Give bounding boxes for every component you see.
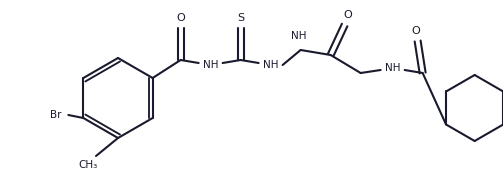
Text: NH: NH bbox=[291, 31, 306, 41]
Text: NH: NH bbox=[203, 60, 218, 70]
Text: O: O bbox=[176, 13, 185, 23]
Text: O: O bbox=[411, 26, 420, 36]
Text: S: S bbox=[237, 13, 244, 23]
Text: Br: Br bbox=[50, 110, 61, 120]
Text: NH: NH bbox=[385, 63, 400, 73]
Text: CH₃: CH₃ bbox=[78, 160, 98, 170]
Text: NH: NH bbox=[263, 60, 278, 70]
Text: O: O bbox=[343, 10, 352, 20]
